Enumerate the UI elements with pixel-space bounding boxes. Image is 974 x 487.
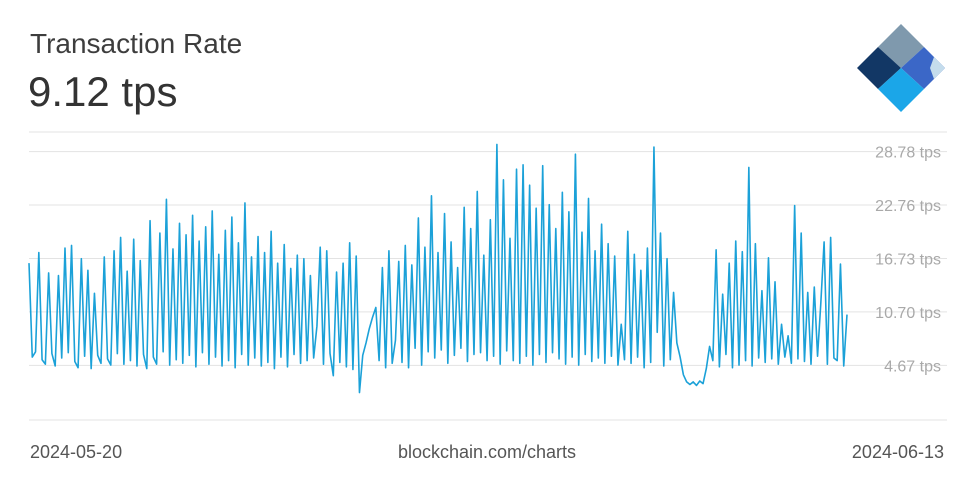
current-value: 9.12 tps — [28, 68, 178, 115]
series-group — [28, 143, 848, 394]
chart-title: Transaction Rate — [30, 28, 243, 59]
logo-left-facet — [857, 47, 901, 89]
y-tick-label: 4.67 tps — [884, 358, 941, 375]
logo-top-facet — [878, 24, 924, 68]
y-tick-labels: 4.67 tps 10.70 tps 16.73 tps 22.76 tps 28.78… — [875, 145, 941, 376]
grid-lines — [29, 131, 947, 421]
x-start-date: 2024-05-20 — [30, 442, 123, 462]
logo-right-edge-facet — [930, 57, 945, 79]
source-link[interactable]: blockchain.com/charts — [397, 442, 577, 462]
y-tick-label: 10.70 tps — [875, 305, 941, 322]
y-tick-label: 28.78 tps — [875, 145, 941, 162]
x-end-date: 2024-06-13 — [851, 442, 944, 462]
blockchain-logo-icon — [857, 24, 945, 112]
series-line-0 — [28, 143, 848, 394]
y-tick-label: 16.73 tps — [875, 251, 941, 268]
y-tick-label: 22.76 tps — [875, 198, 941, 215]
logo-bottom-facet — [878, 68, 924, 112]
